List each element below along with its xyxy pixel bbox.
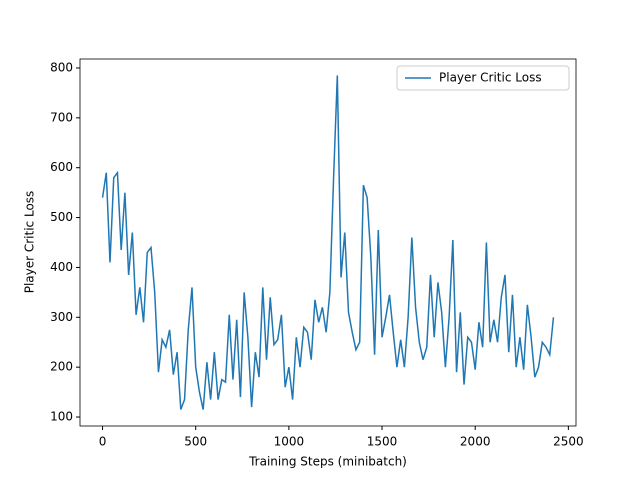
y-tick-label: 500 [50,210,73,224]
x-tick-label: 500 [184,435,207,449]
x-tick-label: 0 [99,435,107,449]
y-tick-label: 600 [50,160,73,174]
plot-frame [79,58,577,427]
x-tick-label: 1000 [274,435,305,449]
x-tick-label: 2000 [460,435,491,449]
y-axis-label: Player Critic Loss [23,191,37,294]
y-tick-label: 300 [50,310,73,324]
legend-label: Player Critic Loss [439,71,542,85]
x-tick-label: 2500 [553,435,584,449]
y-tick-label: 800 [50,60,73,74]
y-tick-label: 700 [50,110,73,124]
y-tick-label: 100 [50,410,73,424]
legend-box [396,65,570,91]
y-tick-label: 200 [50,360,73,374]
x-tick-label: 1500 [367,435,398,449]
x-axis-label: Training Steps (minibatch) [248,455,407,469]
line-series [101,75,555,410]
y-tick-label: 400 [50,260,73,274]
